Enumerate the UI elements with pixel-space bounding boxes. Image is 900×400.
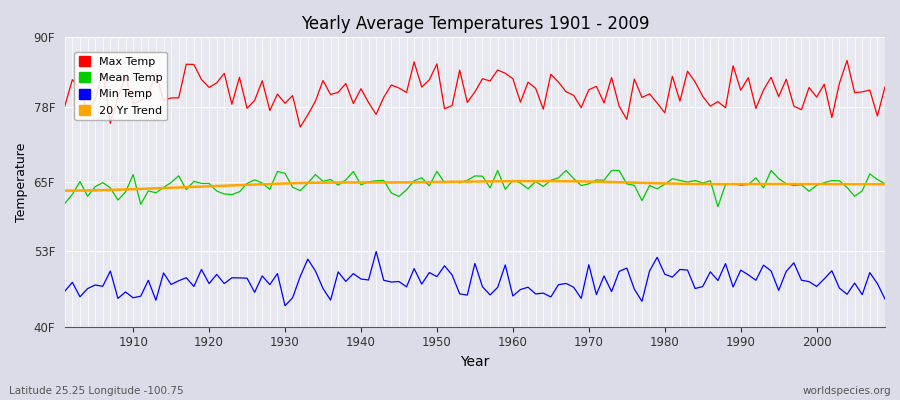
Title: Yearly Average Temperatures 1901 - 2009: Yearly Average Temperatures 1901 - 2009: [301, 15, 649, 33]
Y-axis label: Temperature: Temperature: [15, 142, 28, 222]
Text: worldspecies.org: worldspecies.org: [803, 386, 891, 396]
Legend: Max Temp, Mean Temp, Min Temp, 20 Yr Trend: Max Temp, Mean Temp, Min Temp, 20 Yr Tre…: [75, 52, 166, 120]
Text: Latitude 25.25 Longitude -100.75: Latitude 25.25 Longitude -100.75: [9, 386, 184, 396]
X-axis label: Year: Year: [460, 355, 490, 369]
